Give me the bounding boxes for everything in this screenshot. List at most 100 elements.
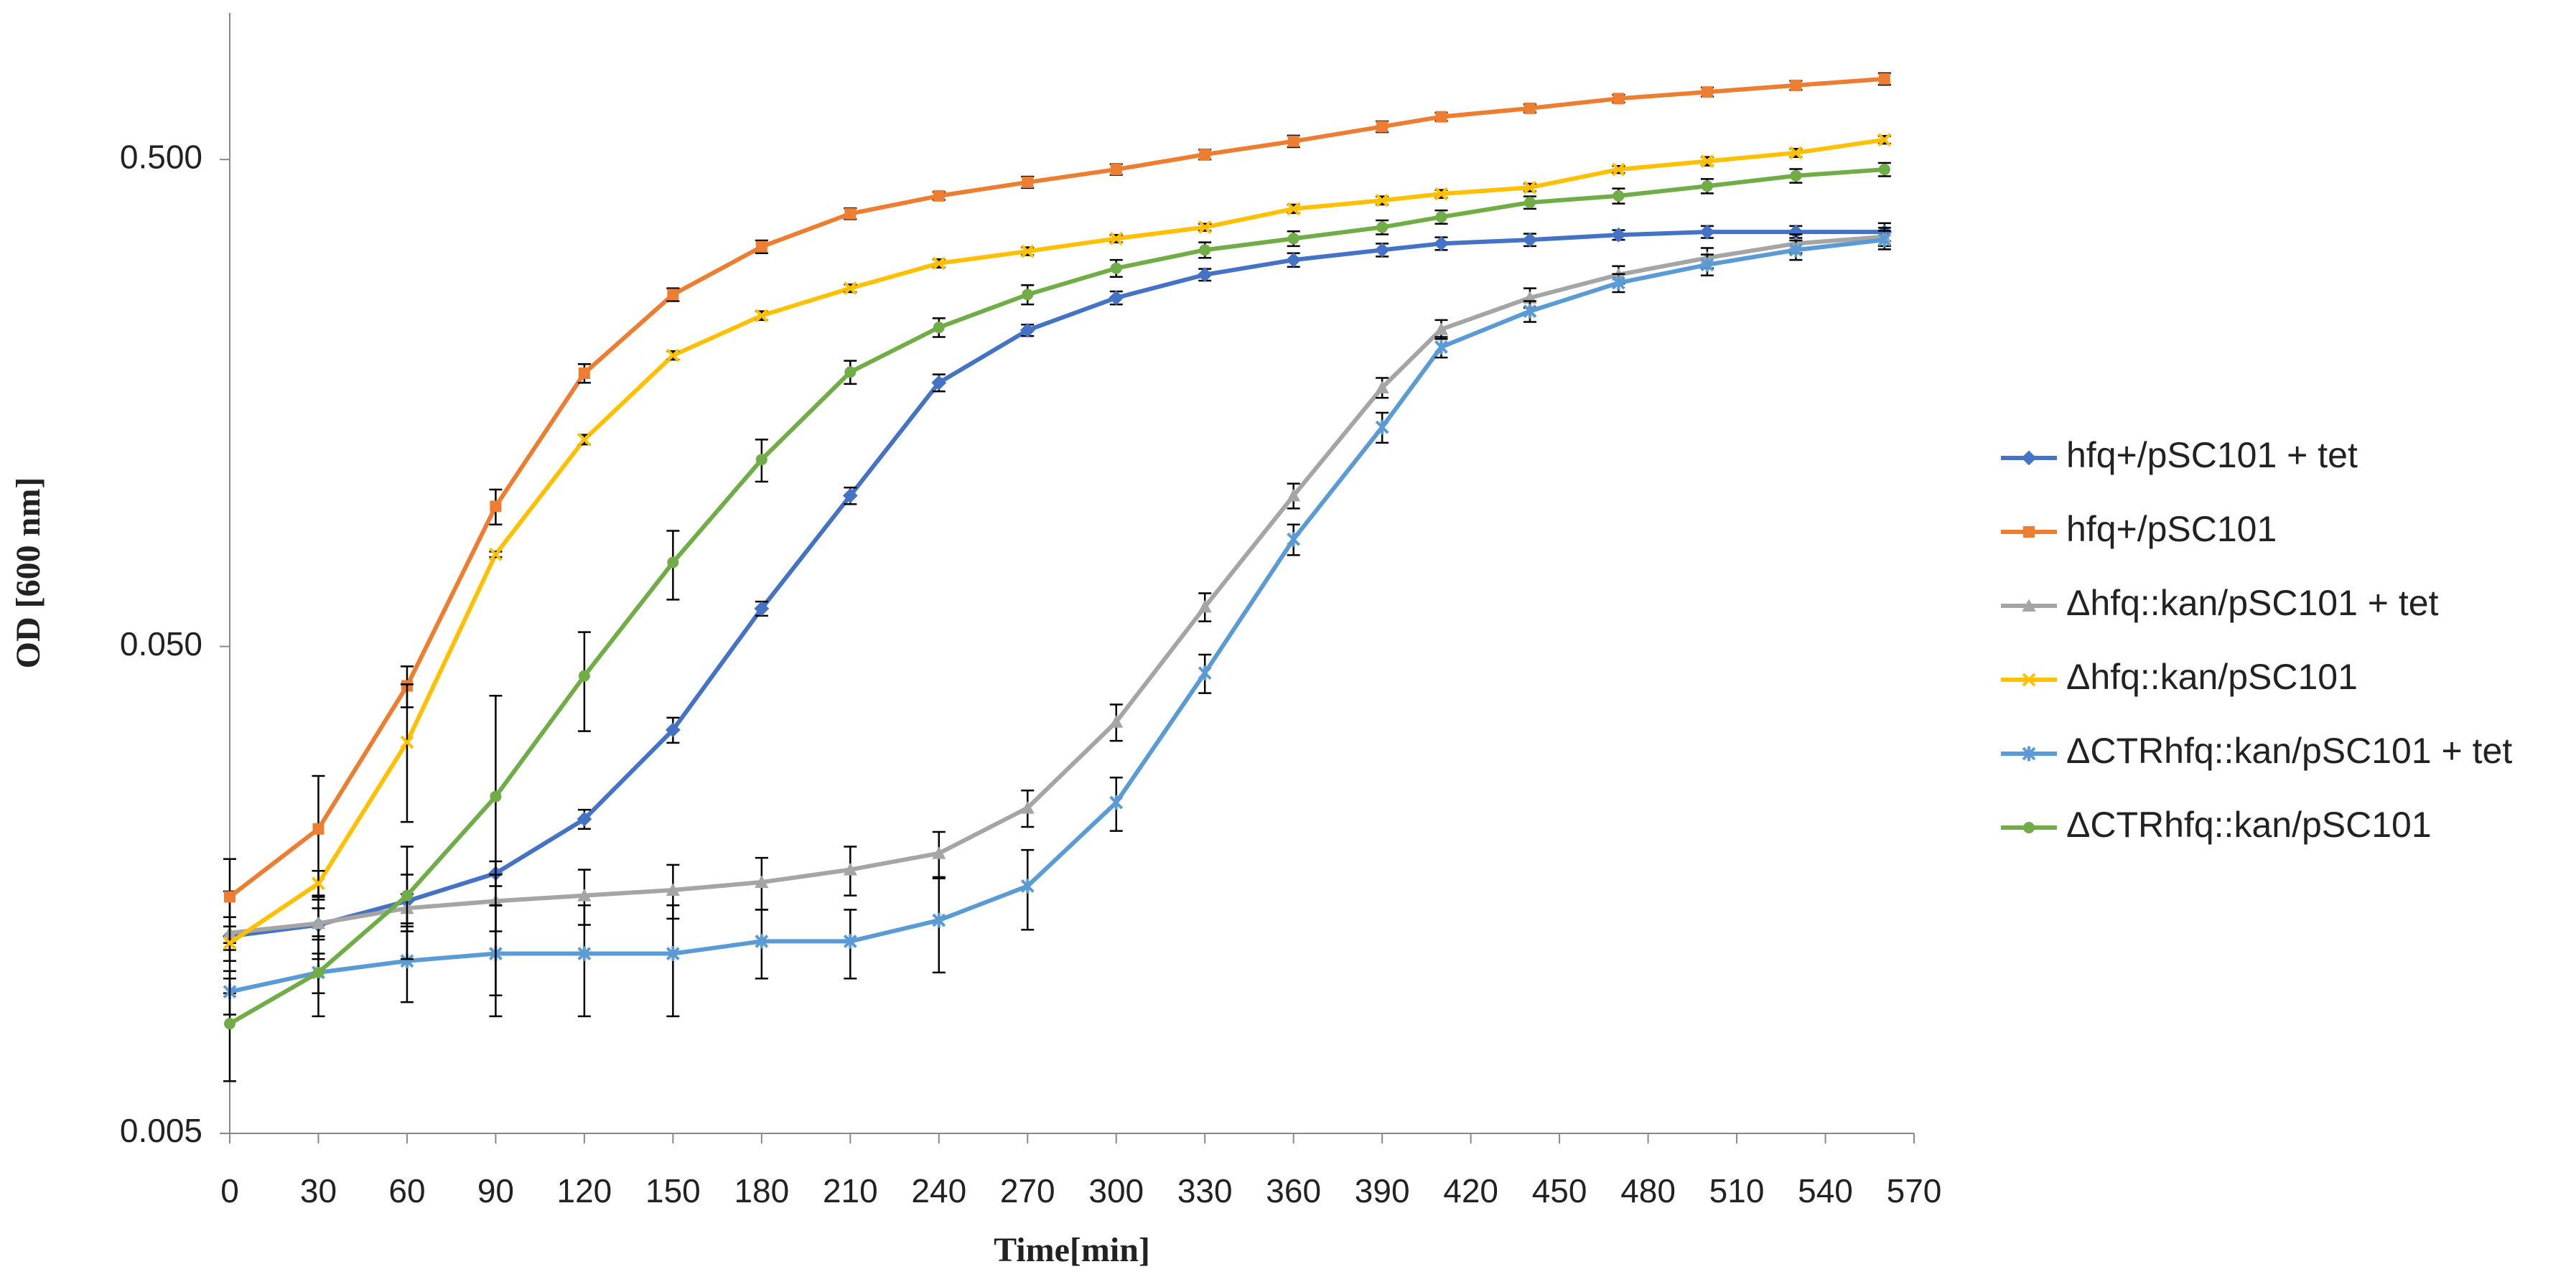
point bbox=[1287, 233, 1299, 245]
point bbox=[1199, 149, 1211, 161]
point bbox=[1020, 879, 1035, 894]
point bbox=[1612, 162, 1625, 177]
x-tick-label: 450 bbox=[1532, 1172, 1587, 1209]
point bbox=[1199, 244, 1211, 256]
point bbox=[1434, 340, 1448, 355]
point bbox=[1020, 800, 1035, 814]
point bbox=[1286, 252, 1302, 268]
series-line bbox=[228, 76, 1885, 899]
point bbox=[932, 846, 946, 859]
point bbox=[1109, 795, 1124, 810]
point bbox=[666, 883, 680, 897]
point bbox=[1375, 193, 1389, 207]
x-tick-label: 330 bbox=[1177, 1172, 1233, 1209]
point bbox=[843, 862, 857, 876]
point bbox=[1790, 169, 1802, 182]
x-tick-label: 60 bbox=[388, 1172, 425, 1209]
point bbox=[755, 875, 769, 889]
x-tick-label: 270 bbox=[1000, 1172, 1055, 1209]
point bbox=[1434, 322, 1449, 335]
error-bar bbox=[400, 683, 414, 823]
x-tick-label: 540 bbox=[1798, 1172, 1853, 1209]
point bbox=[400, 735, 414, 749]
point bbox=[843, 934, 857, 949]
legend-label: hfq+/pSC101 + tet bbox=[2066, 435, 2358, 475]
point bbox=[2023, 822, 2035, 833]
point bbox=[1019, 322, 1035, 338]
series-line bbox=[229, 234, 1885, 935]
x-tick-label: 30 bbox=[300, 1172, 337, 1209]
y-axis-title: OD [600 nm] bbox=[9, 477, 47, 669]
x-tick-label: 240 bbox=[911, 1172, 966, 1209]
point bbox=[1198, 599, 1212, 613]
point bbox=[755, 240, 767, 253]
x-tick-label: 120 bbox=[557, 1172, 612, 1209]
legend-label: hfq+/pSC101 bbox=[2066, 509, 2277, 549]
point bbox=[933, 189, 945, 202]
point bbox=[667, 289, 679, 301]
point bbox=[1110, 164, 1122, 176]
point bbox=[2023, 526, 2035, 538]
point bbox=[490, 790, 502, 802]
legend-label: Δhfq::kan/pSC101 bbox=[2066, 657, 2358, 697]
point bbox=[1613, 189, 1625, 202]
point bbox=[1878, 72, 1890, 85]
point bbox=[666, 946, 680, 961]
point bbox=[1877, 232, 1892, 248]
point bbox=[1287, 488, 1301, 502]
error-bar bbox=[400, 846, 414, 960]
series bbox=[222, 222, 1893, 995]
point bbox=[1434, 187, 1448, 201]
point bbox=[932, 912, 946, 928]
point bbox=[311, 916, 326, 930]
point bbox=[1197, 267, 1213, 283]
x-tick-label: 390 bbox=[1355, 1172, 1410, 1209]
point bbox=[754, 601, 770, 617]
legend-label: ΔCTRhfq::kan/pSC101 bbox=[2066, 805, 2432, 845]
point bbox=[1287, 531, 1301, 547]
point bbox=[1435, 211, 1447, 223]
legend-label: Δhfq::kan/pSC101 + tet bbox=[2066, 583, 2439, 623]
point bbox=[577, 888, 592, 902]
point bbox=[2021, 450, 2037, 466]
x-tick-label: 420 bbox=[1443, 1172, 1498, 1209]
point bbox=[1375, 380, 1389, 394]
x-tick-label: 90 bbox=[477, 1172, 514, 1209]
point bbox=[1109, 290, 1124, 306]
point bbox=[665, 722, 681, 738]
point bbox=[1790, 79, 1802, 91]
point bbox=[490, 500, 502, 513]
point bbox=[1788, 146, 1803, 160]
x-tick-label: 300 bbox=[1088, 1172, 1144, 1209]
point bbox=[223, 936, 237, 950]
point bbox=[224, 891, 235, 903]
point bbox=[1110, 262, 1122, 274]
point bbox=[1523, 102, 1536, 114]
error-bar bbox=[489, 695, 503, 997]
point bbox=[755, 934, 769, 949]
x-tick-label: 150 bbox=[645, 1172, 701, 1209]
point bbox=[932, 256, 946, 271]
y-tick-label: 0.500 bbox=[120, 138, 202, 175]
point bbox=[1375, 419, 1389, 435]
point bbox=[844, 207, 857, 220]
point bbox=[1523, 197, 1536, 209]
point bbox=[312, 876, 325, 891]
point bbox=[578, 367, 590, 379]
point bbox=[1878, 164, 1890, 176]
point bbox=[489, 547, 503, 561]
x-tick-label: 210 bbox=[823, 1172, 878, 1209]
point bbox=[667, 556, 679, 568]
point bbox=[1434, 235, 1449, 251]
point bbox=[755, 309, 769, 323]
x-axis-title: Time[min] bbox=[994, 1231, 1150, 1269]
point bbox=[2022, 673, 2036, 687]
series bbox=[223, 230, 1892, 1018]
legend-label: ΔCTRhfq::kan/pSC101 + tet bbox=[2066, 731, 2512, 771]
series bbox=[223, 72, 1891, 945]
x-tick-label: 480 bbox=[1620, 1172, 1676, 1209]
point bbox=[1198, 220, 1212, 234]
point bbox=[843, 281, 857, 295]
point bbox=[312, 823, 325, 835]
series-line bbox=[229, 238, 1885, 994]
